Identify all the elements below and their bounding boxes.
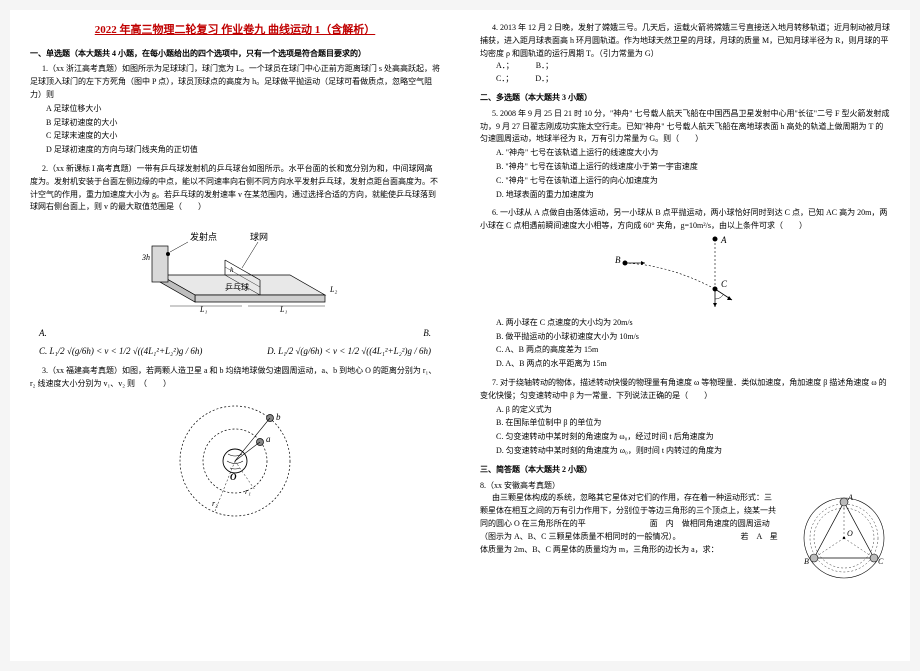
q6-optC: C. A、B 两点的高度差为 15m [480,344,890,357]
question-3: 3.（xx 福建高考真题）如图，若两颗人造卫星 a 和 b 均绕地球做匀速圆周运… [30,365,440,531]
question-4: 4. 2013 年 12 月 2 日晚，发射了嫦娥三号。几天后，运载火箭将嫦娥三… [480,22,890,86]
q8-stem2: 由三颗星体构成的系统，忽略其它星体对它们的作用，存在着一种运动形式：三颗星体在相… [480,492,778,589]
q2-row-AB: A. B. [30,326,440,340]
q1-optC: C 足球末速度的大小 [30,130,440,143]
question-2: 2.（xx 新课标 I 高考真题）一带有乒乓球发射机的乒乓球台如图所示。水平台面… [30,163,440,359]
section2-head: 二、多选题（本大题共 3 小题） [480,92,890,105]
q6-optA: A. 两小球在 C 点速度的大小均为 20m/s [480,317,890,330]
q1-optA: A 足球位移大小 [30,103,440,116]
fig6-B: B [615,255,621,265]
q5-optB: B. "神舟" 七号在该轨道上运行的线速度小于第一宇宙速度 [480,161,890,174]
fig6-A: A [720,235,727,245]
q8-figure: A B C O [798,492,890,589]
q7-optD: D. 匀变速转动中某时刻的角速度为 ω₀，则时间 t 内转过的角度为 [480,445,890,458]
q5-stem: 5. 2008 年 9 月 25 日 21 时 10 分，"神舟" 七号载人航天… [480,108,890,146]
q6-optB: B. 做平抛运动的小球初速度大小为 10m/s [480,331,890,344]
q2-figure: 发射点 球网 乒乓球 3h h L₁ L₁ L₂ [30,220,440,320]
q4-optC: C．； [496,74,509,83]
fig2-h: h [230,266,234,274]
q5-optA: A. "神舟" 七号在该轨道上运行的线速度大小为 [480,147,890,160]
q3-figure: O a r₁ b r₂ [30,396,440,531]
page-title: 2022 年高三物理二轮复习 作业卷九 曲线运动 1（含解析） [30,22,440,40]
fig2-L1b: L₁ [279,305,287,314]
question-5: 5. 2008 年 9 月 25 日 21 时 10 分，"神舟" 七号载人航天… [480,108,890,202]
q1-optD: D 足球初速度的方向与球门线夹角的正切值 [30,144,440,157]
q2-row-CD: C. L₁/2 √(g/6h) < v < 1/2 √((4L₁²+L₂²)g … [30,344,440,358]
fig3-O: O [230,472,237,482]
q4-optA: A．； [496,61,510,70]
fig2-L1a: L₁ [199,305,207,314]
section1-head: 一、单选题（本大题共 4 小题，在每小题给出的四个选项中，只有一个选项是符合题目… [30,48,440,61]
fig2-launch-label: 发射点 [190,231,217,242]
section3-head: 三、简答题（本大题共 2 小题） [480,464,890,477]
left-column: 2022 年高三物理二轮复习 作业卷九 曲线运动 1（含解析） 一、单选题（本大… [10,10,460,661]
fig6-C: C [721,279,728,289]
q7-optA: A. β 的定义式为 [480,404,890,417]
question-1: 1.（xx 浙江高考真题）如图所示为足球球门，球门宽为 L。一个球员在球门中心正… [30,63,440,157]
q2-stem: 2.（xx 新课标 I 高考真题）一带有乒乓球发射机的乒乓球台如图所示。水平台面… [30,163,440,214]
q5-optD: D. 地球表面的重力加速度为 [480,189,890,202]
fig3-r2: r₂ [212,499,218,508]
q6-optD: D. A、B 两点的水平距离为 15m [480,358,890,371]
q6-figure: A B C [595,233,755,311]
fig2-3h: 3h [141,253,150,262]
q5-optC: C. "神舟" 七号在该轨道上运行的向心加速度为 [480,175,890,188]
q7-optC: C. 匀变速转动中某时刻的角速度为 ω₀，经过时间 t 后角速度为 [480,431,890,444]
fig2-table-label: 乒乓球 [225,282,249,292]
question-6: 6. 一小球从 A 点做自由落体运动，另一小球从 B 点平抛运动，两小球恰好同时… [480,207,890,371]
q6-figure-wrap: A B C [480,233,870,316]
fig8-O: O [847,529,853,538]
fig3-r1: r₁ [245,487,251,496]
fig2-L2: L₂ [329,285,337,294]
q8-stem1: 8.（xx 安徽高考真题） [480,480,890,493]
q6-stem: 6. 一小球从 A 点做自由落体运动，另一小球从 B 点平抛运动，两小球恰好同时… [480,207,890,233]
question-8: 8.（xx 安徽高考真题） 由三颗星体构成的系统，忽略其它星体对它们的作用，存在… [480,480,890,590]
exam-page: 2022 年高三物理二轮复习 作业卷九 曲线运动 1（含解析） 一、单选题（本大… [10,10,910,661]
q7-stem: 7. 对于绕轴转动的物体，描述转动快慢的物理量有角速度 ω 等物理量．类似加速度… [480,377,890,403]
fig2-net-label: 球网 [250,231,268,242]
q3-stem: 3.（xx 福建高考真题）如图，若两颗人造卫星 a 和 b 均绕地球做匀速圆周运… [30,365,440,391]
q4-optB: B．； [536,61,553,70]
fig8-B: B [804,557,809,566]
q4-optD: D．； [535,74,553,83]
q1-optB: B 足球初速度的大小 [30,117,440,130]
question-7: 7. 对于绕轴转动的物体，描述转动快慢的物理量有角速度 ω 等物理量．类似加速度… [480,377,890,458]
q1-stem: 1.（xx 浙江高考真题）如图所示为足球球门，球门宽为 L。一个球员在球门中心正… [30,63,440,101]
fig8-C: C [878,557,884,566]
q2-optA: A. [39,326,47,340]
right-column: 4. 2013 年 12 月 2 日晚，发射了嫦娥三号。几天后，运载火箭将嫦娥三… [460,10,910,661]
q2-optC: C. L₁/2 √(g/6h) < v < 1/2 √((4L₁²+L₂²)g … [39,344,202,358]
fig8-A: A [847,493,853,502]
q7-optB: B. 在国际单位制中 β 的单位为 [480,417,890,430]
fig3-a: a [266,434,271,444]
q4-stem: 4. 2013 年 12 月 2 日晚，发射了嫦娥三号。几天后，运载火箭将嫦娥三… [480,22,890,60]
q2-optD: D. L₁/2 √(g/6h) < v < 1/2 √((4L₁²+L₂²)g … [267,344,431,358]
q2-optB: B. [423,326,431,340]
fig3-b: b [276,412,281,422]
q4-opts: A．； B．； C．； D．； [480,60,890,86]
